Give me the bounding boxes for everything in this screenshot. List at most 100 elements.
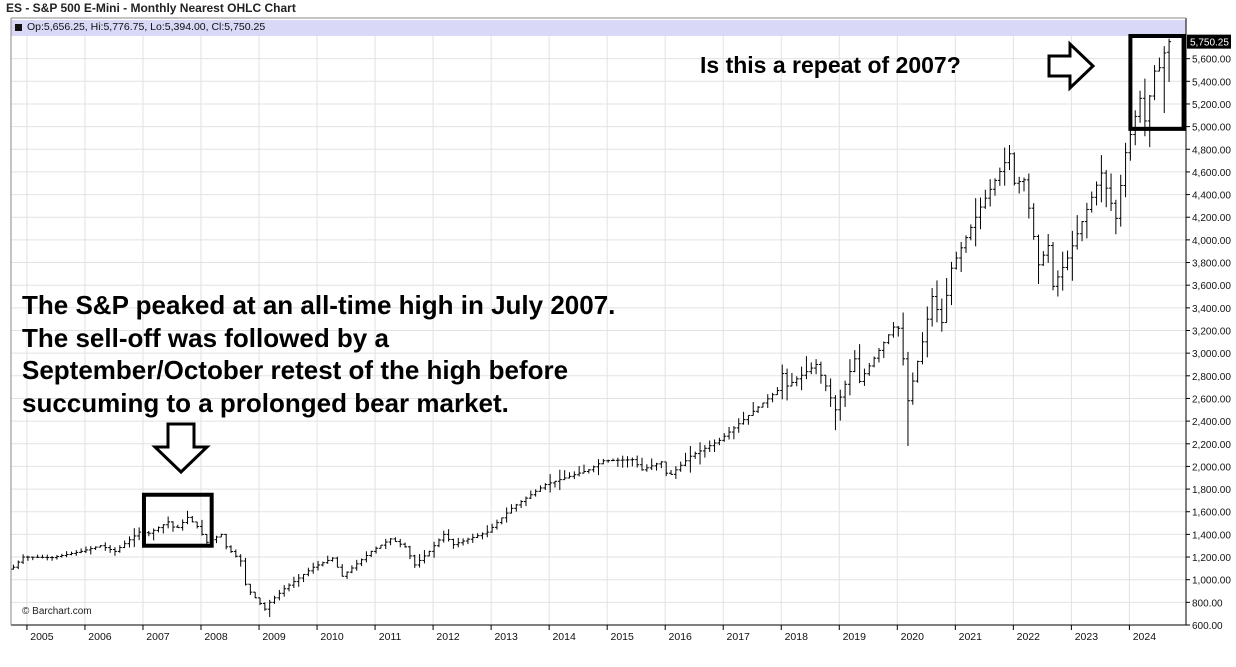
y-tick-label: 3,000.00 [1192,349,1231,360]
ohlc-bar [823,374,828,392]
y-tick-label: 1,400.00 [1192,530,1231,541]
ohlc-bar [862,368,867,386]
x-tick-label: 2015 [610,631,634,643]
x-tick-label: 2010 [320,631,344,643]
ohlc-bar [581,464,586,474]
ohlc-bar [741,411,746,425]
ohlc-bar [122,540,127,549]
ohlc-bar [562,470,567,481]
ohlc-bar [156,526,161,533]
ohlc-bar [673,466,678,479]
ohlc-bar [40,554,45,559]
ohlc-bar [901,312,906,366]
ohlc-bar [243,557,248,586]
ohlc-bar [306,567,311,577]
ohlc-bar [219,533,224,538]
ohlc-bar [867,362,872,376]
ohlc-bar [1138,90,1143,123]
ohlc-bar [809,362,814,375]
ohlc-bar [1142,78,1147,137]
ohlc-bar [722,433,727,442]
ohlc-bar [693,451,698,459]
ohlc-bar [1152,65,1157,101]
ohlc-bar [1046,233,1051,263]
y-tick-label: 5,400.00 [1192,77,1231,88]
ohlc-bar [364,551,369,563]
x-tick-label: 2006 [88,631,112,643]
ohlc-bar [316,560,321,571]
ohlc-bar [789,372,794,387]
ohlc-bar [112,547,117,556]
ohlc-bar [253,591,258,599]
ohlc-bar [528,490,533,499]
ohlc-bar [374,546,379,554]
ohlc-bar [35,554,40,558]
ohlc-bar [857,344,862,384]
ohlc-bar [490,523,495,533]
y-tick-label: 1,200.00 [1192,553,1231,564]
ohlc-bar [407,545,412,560]
x-tick-label: 2014 [552,631,576,643]
ohlc-bar [881,341,886,359]
ohlc-bar [872,356,877,368]
last-price-badge [1187,34,1231,49]
ohlc-bar [920,332,925,365]
y-tick-label: 4,800.00 [1192,145,1231,156]
ohlc-bar [103,542,108,551]
ohlc-bar [1094,181,1099,206]
ohlc-bar [615,457,620,467]
callout-boxes [141,34,1186,548]
ohlc-bar [620,455,625,468]
ohlc-bar [480,532,485,540]
ohlc-bar [949,261,954,306]
y-tick-label: 5,600.00 [1192,55,1231,66]
ohlc-bar [659,461,664,469]
ohlc-bar [954,251,959,270]
ohlc-bar [296,574,301,587]
y-tick-label: 2,600.00 [1192,394,1231,405]
annotation-2024-question: Is this a repeat of 2007? [700,52,961,78]
ohlc-bar [567,472,572,479]
ohlc-bar [398,538,403,548]
ohlc-bar [262,602,267,611]
ohlc-bar [461,538,466,546]
ohlc-bar [21,554,26,564]
ohlc-bar [1123,142,1128,198]
ohlc-bar [891,322,896,338]
ohlc-bar [16,560,21,570]
ohlc-bar [669,470,674,475]
ohlc-bar [282,585,287,597]
ohlc-bar [499,517,504,525]
ohlc-bar [441,530,446,543]
y-tick-label: 4,200.00 [1192,213,1231,224]
ohlc-bar [968,224,973,241]
y-tick-label: 600.00 [1192,621,1223,632]
ohlc-bar [190,515,195,523]
ohlc-bar [509,504,514,514]
ohlc-bar [233,549,238,558]
y-tick-label: 800.00 [1192,598,1223,609]
ohlc-bar [1007,144,1012,171]
ohlc-bar [644,464,649,472]
ohlc-bar [427,550,432,557]
ohlc-bar [151,528,156,541]
chart-title: ES - S&P 500 E-Mini - Monthly Nearest OH… [6,1,296,15]
ohlc-bar [325,555,330,564]
ohlc-bar [1104,170,1109,208]
ohlc-bar [746,414,751,425]
ohlc-bar [30,556,35,561]
ohlc-bar [195,521,200,529]
ohlc-bar [25,555,30,561]
ohlc-bar [988,179,993,207]
x-tick-label: 2018 [785,631,809,643]
ohlc-bar [146,530,151,537]
ohlc-bar [611,458,616,462]
ohlc-bar [852,350,857,373]
callout-arrows [151,40,1096,475]
ohlc-bar [915,360,920,383]
ohlc-bar [301,573,306,583]
x-tick-label: 2011 [379,631,402,643]
ohlc-bar [838,389,843,421]
